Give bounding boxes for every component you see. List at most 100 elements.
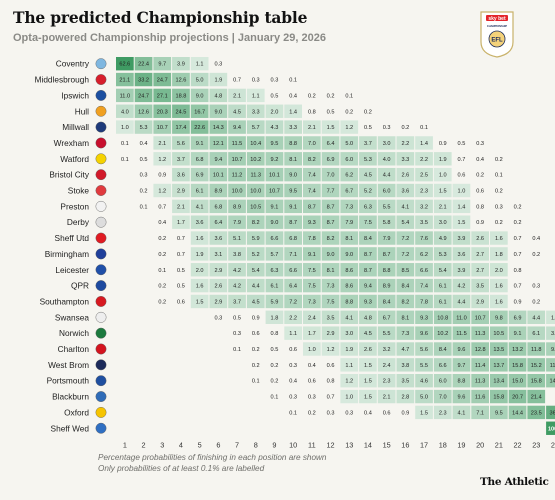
cell-value-label: 5.5 (420, 363, 428, 369)
cell-value-label: 3.5 (327, 315, 335, 321)
cell-value-label: 1.6 (196, 284, 204, 290)
cell-value-label: 1.5 (364, 363, 372, 369)
cell-value-label: 8.7 (327, 204, 335, 210)
heatmap-cell (303, 326, 321, 340)
cell-value-label: 3.6 (196, 220, 204, 226)
heatmap-cell (153, 88, 172, 103)
heatmap-cell (284, 263, 302, 277)
cell-value-label: 10.4 (250, 141, 261, 147)
heatmap-cell (490, 405, 508, 420)
heatmap-cell (340, 247, 359, 261)
cell-value-label: 0.3 (233, 331, 241, 337)
cell-value-label: 0.6 (383, 410, 391, 416)
cell-value-label: 1.5 (458, 220, 466, 226)
heatmap-cell (303, 247, 321, 261)
cell-value-label: 9.2 (271, 157, 279, 163)
cell-value-label: 0.2 (158, 252, 166, 258)
cell-value-label: 0.2 (271, 363, 279, 369)
cell-value-label: 9.7 (458, 363, 466, 369)
cell-value-label: 8.4 (383, 299, 391, 305)
heatmap-cell (340, 183, 359, 198)
cell-value-label: 5.2 (364, 189, 372, 195)
cell-value-label: 0.1 (271, 395, 279, 401)
cell-value-label: 2.1 (233, 93, 241, 99)
cell-value-label: 2.9 (177, 189, 185, 195)
cell-value-label: 1.1 (345, 363, 353, 369)
heatmap-cell (340, 120, 359, 134)
heatmap-cell (359, 231, 377, 245)
heatmap-cell (190, 104, 209, 118)
cell-value-label: 6.6 (439, 363, 447, 369)
heatmap-cell (228, 215, 246, 229)
team-crest-icon (95, 105, 107, 117)
team-crest-icon (95, 327, 107, 339)
cell-value-label: 0.3 (271, 78, 279, 84)
cell-value-label: 6.6 (271, 236, 279, 242)
heatmap-cell (433, 389, 452, 404)
heatmap-cell (284, 199, 302, 214)
team-crest-icon (95, 359, 107, 371)
heatmap-cell (321, 167, 340, 182)
cell-value-label: 17.4 (176, 125, 187, 131)
heatmap-cell (265, 247, 284, 261)
cell-value-label: 0.2 (364, 109, 372, 115)
heatmap-cell (452, 326, 471, 340)
heatmap-cell (228, 152, 246, 166)
cell-value-label: 11.3 (251, 173, 261, 179)
heatmap-cell (228, 120, 246, 134)
heatmap-cell (284, 294, 302, 309)
position-tick-label: 17 (420, 440, 428, 449)
cell-value-label: 3.5 (420, 220, 428, 226)
heatmap-cell (246, 263, 265, 277)
heatmap-cell (490, 263, 508, 277)
cell-value-label: 0.4 (364, 410, 372, 416)
heatmap-cell (265, 104, 284, 118)
heatmap-cell (377, 152, 396, 166)
cell-value-label: 3.5 (476, 284, 484, 290)
cell-value-label: 3.8 (551, 331, 555, 337)
cell-value-label: 4.1 (345, 315, 353, 321)
cell-value-label: 20.3 (157, 109, 168, 115)
cell-value-label: 3.0 (345, 331, 353, 337)
cell-value-label: 4.2 (458, 284, 466, 290)
cell-value-label: 0.3 (289, 395, 297, 401)
cell-value-label: 0.2 (495, 189, 503, 195)
cell-value-label: 1.4 (458, 204, 466, 210)
cell-value-label: 10.1 (269, 173, 280, 179)
heatmap-cell (377, 167, 396, 182)
cell-value-label: 0.2 (140, 189, 148, 195)
cell-value-label: 4.0 (121, 109, 129, 115)
cell-value-label: 0.4 (476, 157, 484, 163)
heatmap-cell (284, 278, 302, 293)
cell-value-label: 6.9 (196, 173, 204, 179)
heatmap-cell (433, 294, 452, 309)
cell-value-label: 5.0 (420, 395, 428, 401)
heatmap-cell (246, 183, 265, 198)
cell-value-label: 1.5 (196, 299, 204, 305)
heatmap-cell (321, 294, 340, 309)
heatmap-cell (490, 358, 508, 372)
cell-value-label: 1.5 (327, 125, 335, 131)
heatmap-cell (246, 199, 265, 214)
cell-value-label: 4.5 (364, 331, 372, 337)
cell-value-label: 8.7 (327, 220, 335, 226)
cell-value-label: 13.5 (493, 347, 504, 353)
cell-value-label: 1.9 (345, 347, 353, 353)
cell-value-label: 7.2 (401, 252, 409, 258)
heatmap-cell (172, 136, 190, 150)
cell-value-label: 3.9 (458, 268, 466, 274)
heatmap-cell (190, 278, 209, 293)
cell-value-label: 7.8 (420, 299, 428, 305)
position-tick-label: 9 (272, 440, 276, 449)
position-tick-label: 18 (439, 440, 447, 449)
heatmap-cell (508, 358, 527, 372)
heatmap-cell (190, 120, 209, 134)
heatmap-cell (433, 342, 452, 356)
cell-value-label: 3.0 (439, 220, 447, 226)
cell-value-label: 6.0 (439, 379, 447, 385)
cell-value-label: 10.7 (232, 157, 243, 163)
cell-value-label: 4.1 (458, 410, 466, 416)
cell-value-label: 7.3 (345, 204, 353, 210)
heatmap-cell (321, 247, 340, 261)
cell-value-label: 3.7 (177, 157, 185, 163)
